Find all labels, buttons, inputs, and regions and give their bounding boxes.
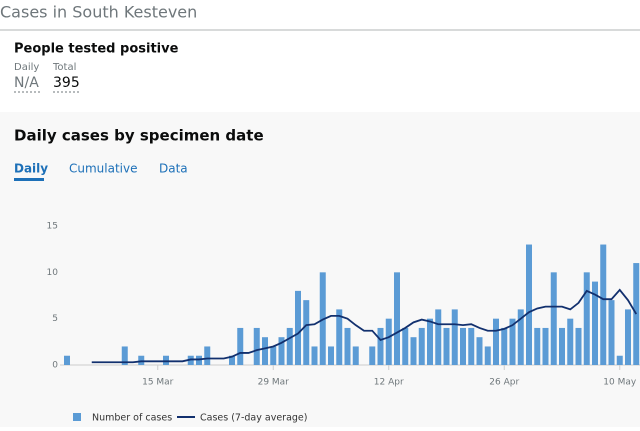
bar [336,309,343,365]
bar [583,272,590,365]
x-tick-label: 15 Mar [142,378,174,388]
total-value: 395 [53,75,80,91]
bar [64,355,70,365]
bar [451,309,458,365]
bar [286,327,293,365]
bar [385,318,392,365]
legend-label: Cases (7-day average) [200,413,308,424]
bar [509,318,516,365]
legend-swatch [73,413,81,421]
bar [435,309,442,365]
tab[interactable]: Data [159,162,188,176]
bar [608,300,615,365]
bar [278,337,285,365]
bar [476,337,483,365]
x-tick-label: 12 Apr [374,378,404,388]
bar [204,346,211,365]
daily-label: Daily [14,62,39,73]
bar [352,346,359,365]
bar [311,346,318,365]
card-title: People tested positive [14,42,179,57]
bar [163,355,169,365]
page-title: Cases in South Kesteven [0,3,197,22]
bar [501,327,508,365]
average-line [91,288,638,364]
tab[interactable]: Cumulative [69,162,138,176]
tab[interactable]: Daily [14,162,48,176]
bar [138,355,145,365]
tab-indicator [14,178,44,181]
bar [592,281,598,365]
bar [237,327,244,365]
bar [229,355,235,365]
bar [460,327,466,365]
daily-value: N/A [14,75,39,91]
x-tick-label: 10 May [603,378,637,388]
bar [575,327,582,365]
section-title: Daily cases by specimen date [14,127,264,145]
y-tick-label: 10 [47,268,59,278]
legend-label: Number of cases [92,413,172,424]
bar [526,244,532,365]
bar [468,327,475,365]
bar [410,337,417,365]
bar [443,327,450,365]
bar [493,318,499,365]
bar [262,337,268,365]
bar [295,290,301,365]
bar [567,318,574,365]
bar [625,309,631,365]
y-tick-label: 15 [47,222,58,232]
bar [344,327,351,365]
bar [187,355,194,365]
chart-panel [0,112,640,427]
bar [484,346,491,365]
bar [616,355,623,365]
bar [270,346,277,365]
bar [328,346,334,365]
bar [559,327,565,365]
bar [196,355,202,365]
x-tick-label: 26 Apr [489,378,519,388]
bar [550,272,557,365]
total-label: Total [52,62,76,73]
bar [427,318,433,365]
x-tick-label: 29 Mar [258,378,290,388]
bar [517,309,524,365]
y-tick-label: 0 [52,361,58,371]
bar [542,327,549,365]
bar [402,327,409,365]
bar [369,346,376,365]
bar [253,327,260,365]
bar [377,327,384,365]
bar [418,327,425,365]
y-tick-label: 5 [52,314,58,324]
bar [534,327,541,365]
bar [121,346,128,365]
bar [394,272,400,365]
bar [600,244,607,365]
bar [303,300,310,365]
